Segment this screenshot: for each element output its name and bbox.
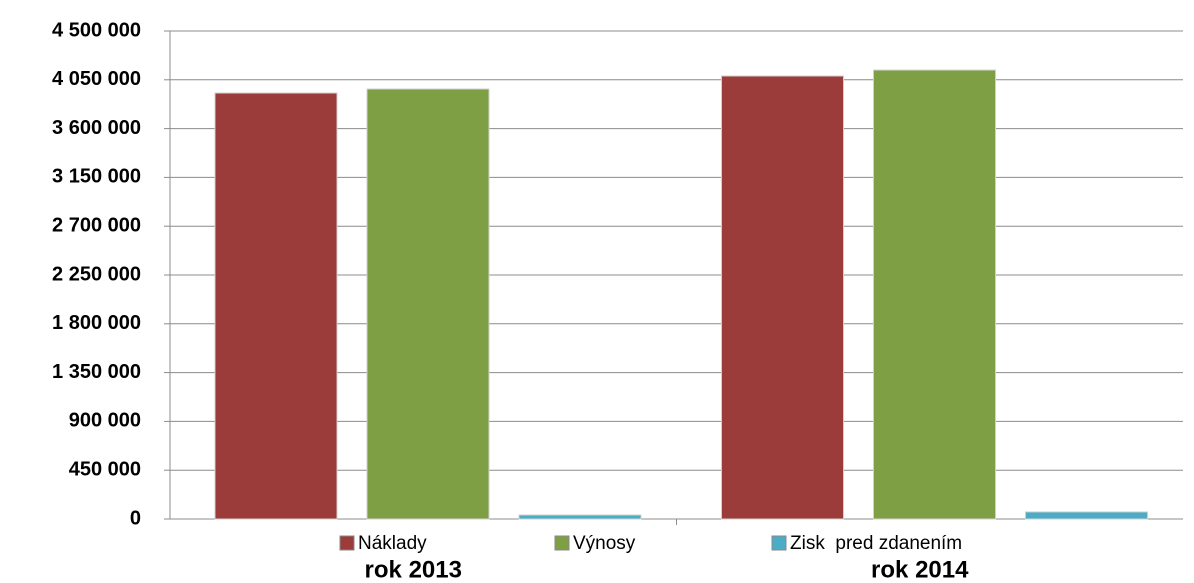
bar	[214, 92, 338, 520]
bar	[366, 88, 490, 520]
legend-swatch	[771, 535, 787, 551]
y-tick-label: 1 350 000	[52, 361, 141, 383]
y-tick-label: 900 000	[69, 410, 141, 432]
y-tick-label: 2 700 000	[52, 214, 141, 236]
legend-swatch	[339, 535, 355, 551]
x-tick-label: rok 2013	[365, 556, 462, 583]
legend-label: Výnosy	[573, 533, 636, 554]
y-tick-label: 3 150 000	[52, 166, 141, 188]
legend-swatch	[554, 535, 570, 551]
legend-label: Náklady	[358, 533, 427, 554]
legend-label: Zisk pred zdanením	[790, 533, 962, 554]
bar	[1025, 511, 1148, 520]
y-tick-label: 2 250 000	[52, 263, 141, 285]
bar	[518, 514, 642, 520]
bar	[721, 75, 844, 520]
y-tick-label: 1 800 000	[52, 312, 141, 334]
y-tick-label: 4 500 000	[52, 19, 141, 41]
y-tick-label: 0	[130, 507, 141, 529]
y-tick-label: 450 000	[69, 458, 141, 480]
y-tick-label: 4 050 000	[52, 68, 141, 90]
y-tick-label: 3 600 000	[52, 117, 141, 139]
x-tick-label: rok 2014	[871, 556, 969, 583]
bar	[873, 69, 996, 520]
